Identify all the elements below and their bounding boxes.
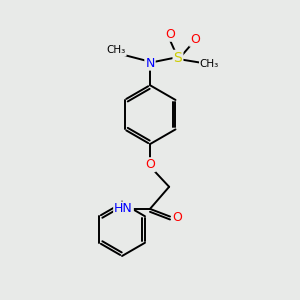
Text: CH₃: CH₃: [200, 59, 219, 69]
Text: S: S: [174, 51, 182, 65]
Text: O: O: [165, 28, 175, 41]
Text: O: O: [190, 33, 200, 46]
Text: N: N: [145, 57, 155, 70]
Text: O: O: [145, 158, 155, 171]
Text: HN: HN: [114, 202, 133, 215]
Text: O: O: [172, 211, 182, 224]
Text: CH₃: CH₃: [106, 46, 126, 56]
